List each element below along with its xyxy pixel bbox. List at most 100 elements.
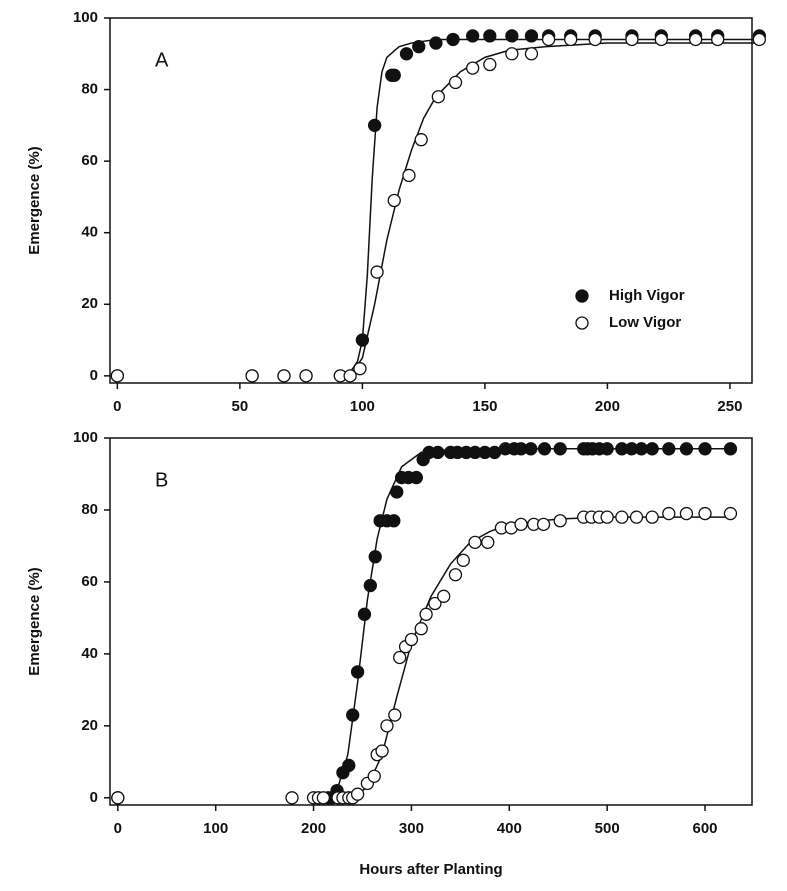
data-point (355, 333, 370, 347)
data-point (110, 369, 125, 383)
data-point (536, 517, 551, 532)
legend-label: Low Vigor (609, 314, 681, 331)
data-point (342, 758, 356, 773)
data-point (524, 29, 539, 43)
data-point (481, 535, 495, 549)
x-tick-label: 600 (693, 820, 718, 837)
data-point (446, 32, 460, 47)
data-point (553, 442, 567, 456)
y-tick-label: 100 (73, 429, 98, 446)
data-point (390, 485, 404, 499)
data-point (466, 61, 480, 75)
y-tick-label: 0 (90, 789, 98, 806)
x-tick-label: 250 (717, 398, 742, 415)
plot-frame (109, 17, 753, 384)
fit-curve (352, 516, 731, 799)
data-point (448, 75, 463, 90)
data-point (514, 517, 528, 532)
x-tick-label: 150 (472, 398, 497, 415)
data-point (600, 442, 614, 456)
y-axis-label: Emergence (%) (26, 146, 43, 254)
data-point (277, 369, 291, 383)
data-point (629, 510, 644, 524)
data-point (437, 589, 451, 603)
panel-label: B (155, 469, 168, 491)
data-point (111, 791, 125, 805)
data-point (393, 650, 407, 665)
legend-marker (575, 316, 589, 330)
y-tick-label: 60 (81, 152, 98, 169)
data-point (505, 29, 519, 43)
data-point (654, 32, 668, 47)
data-point (679, 506, 694, 521)
y-tick-label: 40 (81, 645, 98, 662)
data-point (412, 39, 426, 54)
y-tick-label: 20 (81, 295, 98, 312)
x-tick-label: 0 (113, 398, 121, 415)
data-point (357, 607, 372, 621)
data-point (564, 32, 578, 47)
data-point (588, 32, 602, 47)
data-point (688, 32, 703, 47)
data-point (662, 442, 676, 456)
x-tick-label: 50 (232, 398, 249, 415)
y-tick-label: 100 (73, 9, 98, 26)
plot-frame (109, 437, 753, 806)
data-point (431, 90, 446, 104)
y-tick-label: 0 (90, 367, 98, 384)
data-point (370, 265, 384, 279)
data-point (343, 369, 357, 383)
data-point (346, 708, 360, 722)
x-tick-label: 100 (203, 820, 228, 837)
data-point (419, 607, 433, 621)
y-axis-label: Emergence (%) (26, 567, 43, 675)
data-point (541, 32, 556, 47)
x-tick-label: 500 (595, 820, 620, 837)
y-tick-label: 80 (81, 501, 98, 518)
data-point (363, 578, 377, 593)
data-point (645, 442, 659, 456)
data-point (245, 369, 259, 383)
x-tick-label: 200 (595, 398, 620, 415)
data-point (456, 553, 470, 567)
data-point (350, 665, 365, 679)
data-point (483, 57, 497, 72)
data-point (367, 118, 382, 133)
data-point (524, 47, 539, 61)
data-point (625, 32, 639, 47)
data-point (387, 193, 401, 208)
data-point (711, 32, 725, 47)
data-point (414, 622, 428, 636)
data-point (368, 550, 382, 564)
fit-curve (327, 448, 731, 799)
y-tick-label: 60 (81, 573, 98, 590)
data-point (662, 506, 676, 521)
data-point (404, 632, 419, 647)
data-point (645, 510, 659, 524)
y-tick-label: 80 (81, 81, 98, 98)
data-point (409, 470, 423, 485)
data-point (615, 510, 629, 524)
fit-curve (337, 38, 762, 377)
data-point (429, 36, 443, 50)
data-point (402, 168, 416, 183)
data-point (350, 787, 365, 801)
data-point (752, 32, 767, 47)
data-point (388, 708, 402, 722)
data-point (505, 47, 519, 61)
x-axis-label: Hours after Planting (359, 861, 502, 878)
data-point (698, 506, 712, 521)
x-tick-label: 400 (497, 820, 522, 837)
x-tick-label: 200 (301, 820, 326, 837)
data-point (723, 506, 738, 521)
data-point (448, 568, 463, 582)
data-point (316, 791, 330, 805)
data-point (299, 369, 313, 383)
data-point (537, 442, 552, 456)
panel: 0 50 100 150 200 250 0 20 40 60 80 100 Emergence (%)… (26, 9, 767, 415)
x-tick-label: 0 (114, 820, 122, 837)
x-tick-label: 300 (399, 820, 424, 837)
data-point (553, 514, 567, 528)
legend-label: High Vigor (609, 287, 685, 304)
y-tick-label: 40 (81, 224, 98, 241)
